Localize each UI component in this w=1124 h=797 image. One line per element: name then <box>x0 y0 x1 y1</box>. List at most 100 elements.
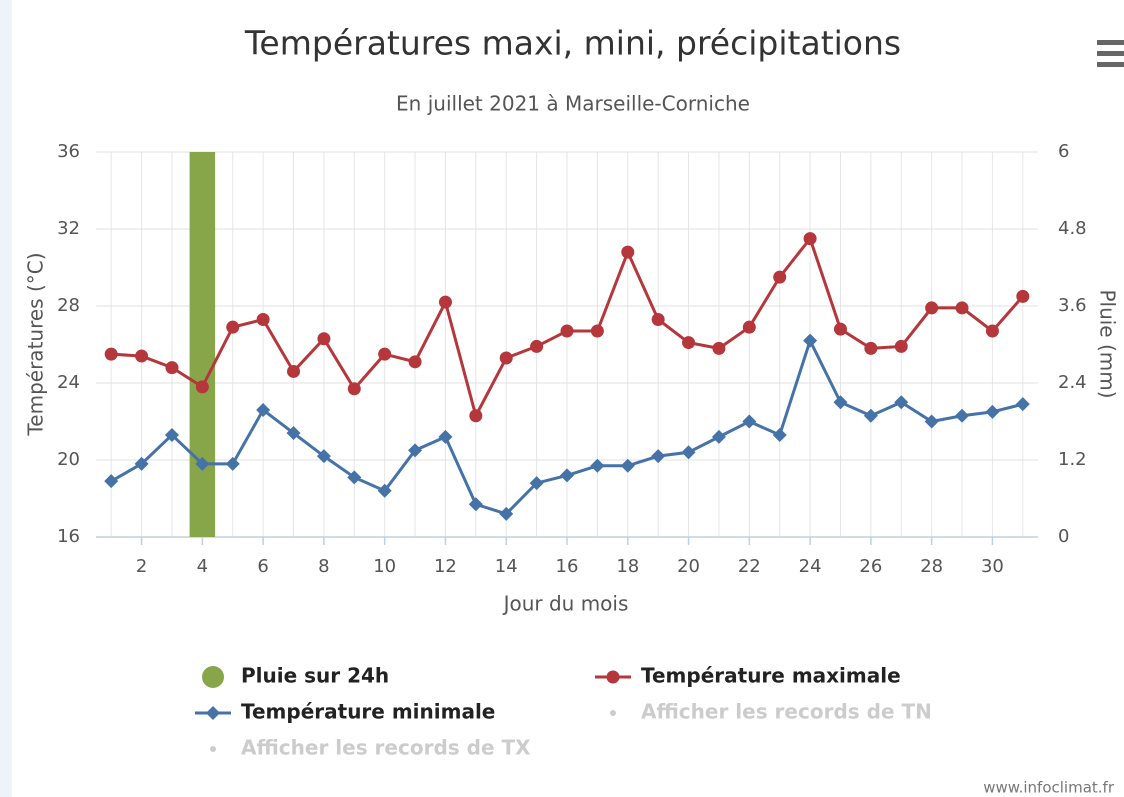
point-marker <box>256 402 271 417</box>
x-tick-label: 2 <box>136 556 147 577</box>
point-marker <box>165 361 179 375</box>
rain-bar <box>189 152 216 537</box>
legend-label[interactable]: Afficher les records de TN <box>641 700 932 724</box>
point-marker <box>438 429 453 444</box>
point-marker <box>590 324 604 338</box>
point-marker <box>621 245 635 259</box>
legend-item[interactable]: Température maximale <box>595 664 901 688</box>
point-marker <box>499 506 514 521</box>
point-marker <box>226 320 240 334</box>
menu-bar[interactable] <box>1097 62 1124 67</box>
point-marker <box>803 333 818 348</box>
point-marker <box>316 449 331 464</box>
point-marker <box>529 476 544 491</box>
point-marker <box>377 483 392 498</box>
y-tick-label: 16 <box>57 526 80 547</box>
x-tick-label: 18 <box>616 556 639 577</box>
y-tick-label: 36 <box>57 141 80 162</box>
point-marker <box>985 324 999 338</box>
legend-symbol[interactable] <box>206 706 220 720</box>
x-tick-label: 20 <box>677 556 700 577</box>
legend-symbol[interactable] <box>202 666 224 688</box>
point-marker <box>530 339 544 353</box>
point-marker <box>773 270 787 284</box>
point-marker <box>408 443 423 458</box>
point-marker <box>468 497 483 512</box>
menu-bar[interactable] <box>1097 51 1124 56</box>
point-marker <box>590 458 605 473</box>
legend-item-disabled[interactable]: Afficher les records de TX <box>210 736 531 760</box>
y-tick-label: 28 <box>57 295 80 316</box>
credit: www.infoclimat.fr <box>983 779 1115 797</box>
y-tick-label: 32 <box>57 218 80 239</box>
point-marker <box>1015 397 1030 412</box>
x-tick-label: 10 <box>373 556 396 577</box>
point-marker <box>195 380 209 394</box>
point-marker <box>803 232 817 246</box>
point-marker <box>682 336 696 350</box>
x-tick-label: 22 <box>738 556 761 577</box>
point-marker <box>894 339 908 353</box>
legend-symbol[interactable] <box>610 710 616 716</box>
point-marker <box>438 295 452 309</box>
point-marker <box>104 474 119 489</box>
y2-tick-label: 4.8 <box>1058 218 1087 239</box>
point-marker <box>863 408 878 423</box>
x-tick-label: 4 <box>197 556 208 577</box>
x-tick-label: 16 <box>556 556 579 577</box>
legend-label[interactable]: Température minimale <box>241 700 495 724</box>
legend-item-disabled[interactable]: Afficher les records de TN <box>610 700 932 724</box>
legend-label[interactable]: Afficher les records de TX <box>241 736 531 760</box>
point-marker <box>135 349 149 363</box>
y2-tick-label: 1.2 <box>1058 449 1087 470</box>
point-marker <box>134 456 149 471</box>
chart-title: Températures maxi, mini, précipitations <box>244 24 901 63</box>
point-marker <box>772 427 787 442</box>
legend-label[interactable]: Température maximale <box>641 664 901 688</box>
legend-item[interactable]: Pluie sur 24h <box>202 664 389 689</box>
point-marker <box>560 468 574 483</box>
menu-button[interactable] <box>1097 40 1124 67</box>
point-marker <box>833 395 848 410</box>
point-marker <box>499 351 513 365</box>
x-tick-label: 28 <box>920 556 943 577</box>
x-tick-label: 14 <box>495 556 518 577</box>
point-marker <box>742 414 757 429</box>
chart-background <box>12 0 1124 797</box>
legend-item[interactable]: Température minimale <box>195 700 495 724</box>
chart-subtitle: En juillet 2021 à Marseille-Corniche <box>396 92 750 116</box>
point-marker <box>620 458 635 473</box>
legend-label[interactable]: Pluie sur 24h <box>241 664 389 688</box>
y2-tick-label: 0 <box>1058 526 1069 547</box>
menu-bar[interactable] <box>1097 40 1124 45</box>
x-tick-label: 24 <box>799 556 822 577</box>
point-marker <box>1016 289 1030 303</box>
point-marker <box>651 312 665 326</box>
point-marker <box>286 426 301 441</box>
point-marker <box>925 301 939 315</box>
point-marker <box>864 341 878 355</box>
y-tick-label: 20 <box>57 449 80 470</box>
point-marker <box>317 332 331 346</box>
point-marker <box>104 347 118 361</box>
x-tick-label: 12 <box>434 556 457 577</box>
point-marker <box>985 404 1000 419</box>
y2-tick-label: 6 <box>1058 141 1069 162</box>
legend-symbol[interactable] <box>210 746 216 752</box>
y-axis-title: Températures (°C) <box>24 252 48 436</box>
point-marker <box>469 409 483 423</box>
point-marker <box>225 456 240 471</box>
point-marker <box>955 408 970 423</box>
point-marker <box>347 470 362 485</box>
x-tick-label: 30 <box>981 556 1004 577</box>
point-marker <box>195 456 210 471</box>
x-tick-label: 26 <box>859 556 882 577</box>
legend-symbol[interactable] <box>606 670 620 684</box>
point-marker <box>408 355 422 369</box>
point-marker <box>711 429 726 444</box>
point-marker <box>742 320 756 334</box>
y-tick-label: 24 <box>57 372 80 393</box>
point-marker <box>378 347 392 361</box>
point-marker <box>712 341 726 355</box>
